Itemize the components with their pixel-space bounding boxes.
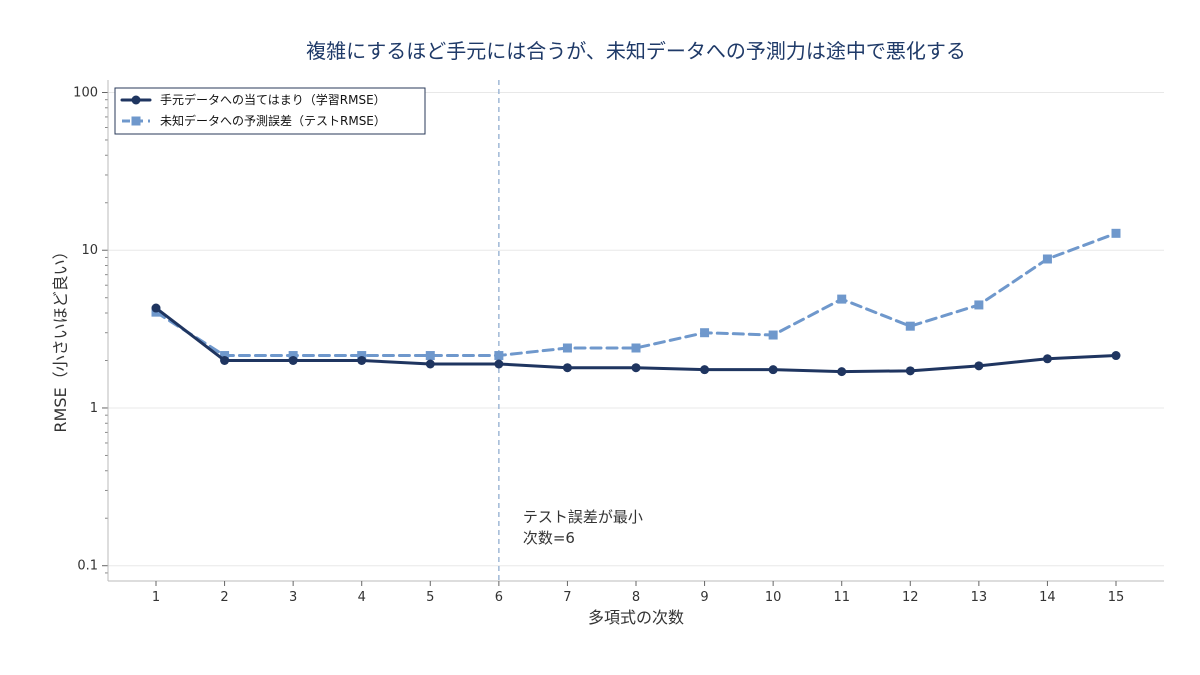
train-rmse-point: [905, 366, 915, 376]
test-rmse-point: [494, 351, 504, 361]
series-test-rmse: [151, 228, 1121, 361]
test-rmse-point: [220, 351, 230, 361]
legend-label-train: 手元データへの当てはまり（学習RMSE）: [160, 92, 386, 107]
legend-marker-test: [131, 116, 141, 126]
y-tick-label: 1: [90, 401, 98, 416]
train-rmse-point: [288, 355, 298, 365]
train-rmse-point: [220, 355, 230, 365]
y-tick-label: 10: [81, 243, 98, 258]
train-rmse-point: [562, 363, 572, 373]
x-tick-label: 1: [152, 590, 160, 605]
train-rmse-point: [700, 365, 710, 375]
train-rmse-point: [151, 303, 161, 313]
grid-layer: [108, 91, 1164, 567]
legend-box: [114, 87, 426, 135]
train-rmse-point: [357, 355, 367, 365]
train-rmse-point: [974, 361, 984, 371]
x-tick-label: 10: [765, 590, 782, 605]
x-tick-label: 2: [220, 590, 228, 605]
test-rmse-point: [837, 294, 847, 304]
test-rmse-point: [562, 343, 572, 353]
x-tick-label: 6: [495, 590, 503, 605]
x-tick-label: 9: [700, 590, 708, 605]
train-rmse-point: [494, 359, 504, 369]
y-axis-label: RMSE（小さいほど良い）: [51, 243, 70, 432]
annotation-min-test-error: テスト誤差が最小: [523, 508, 643, 526]
test-rmse-point: [631, 343, 641, 353]
x-tick-label: 7: [563, 590, 571, 605]
train-rmse-line: [154, 306, 1118, 374]
legend-item-train: 手元データへの当てはまり（学習RMSE）: [120, 92, 386, 107]
series-train-rmse: [151, 303, 1121, 377]
train-rmse-point: [1111, 351, 1121, 361]
legend-label-test: 未知データへの予測誤差（テストRMSE）: [160, 113, 386, 128]
x-tick-label: 15: [1108, 590, 1125, 605]
annotation-degree: 次数=6: [523, 529, 575, 547]
legend-item-test: 未知データへの予測誤差（テストRMSE）: [122, 113, 386, 128]
test-rmse-point: [974, 300, 984, 310]
test-rmse-point: [425, 351, 435, 361]
x-tick-label: 5: [426, 590, 434, 605]
x-tick-label: 3: [289, 590, 297, 605]
x-tick-label: 8: [632, 590, 640, 605]
y-tick-label: 100: [73, 85, 98, 100]
test-rmse-point: [905, 321, 915, 331]
test-rmse-point: [1042, 254, 1052, 264]
x-tick-label: 12: [902, 590, 919, 605]
x-axis-label: 多項式の次数: [588, 608, 684, 627]
legend-marker-train: [131, 95, 141, 105]
test-rmse-point: [288, 351, 298, 361]
x-tick-label: 4: [358, 590, 366, 605]
x-tick-label: 14: [1039, 590, 1056, 605]
test-rmse-line: [154, 231, 1118, 358]
test-rmse-point: [700, 328, 710, 338]
test-rmse-point: [768, 330, 778, 340]
test-rmse-point: [357, 351, 367, 361]
train-rmse-point: [631, 363, 641, 373]
test-rmse-point: [1111, 228, 1121, 238]
chart-title: 複雑にするほど手元には合うが、未知データへの予測力は途中で悪化する: [306, 39, 966, 63]
train-rmse-point: [837, 367, 847, 377]
train-rmse-point: [768, 365, 778, 375]
series-layer: [151, 228, 1121, 377]
train-rmse-point: [1042, 354, 1052, 364]
x-tick-label: 13: [971, 590, 988, 605]
y-tick-label: 0.1: [77, 559, 98, 574]
legend: 手元データへの当てはまり（学習RMSE） 未知データへの予測誤差（テストRMSE…: [114, 87, 426, 135]
train-rmse-point: [425, 359, 435, 369]
x-tick-label: 11: [833, 590, 850, 605]
